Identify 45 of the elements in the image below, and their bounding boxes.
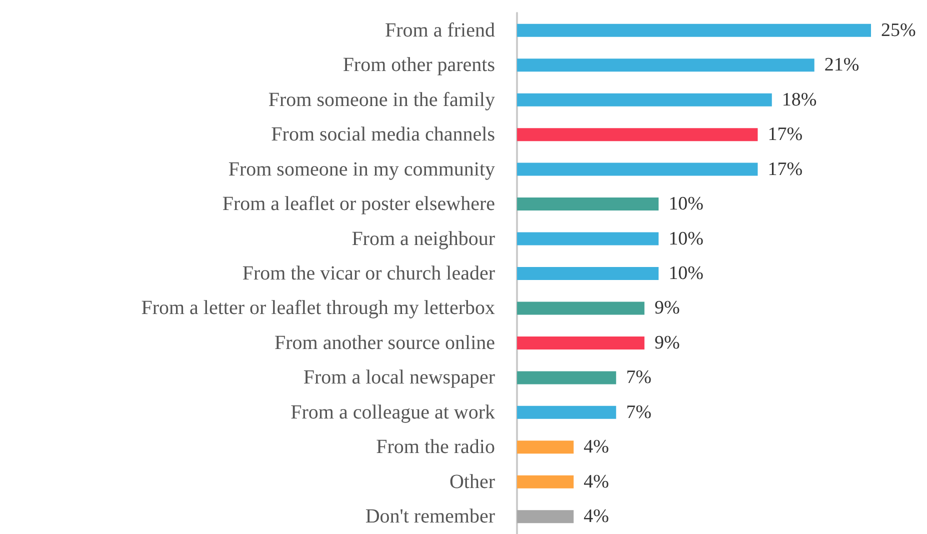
y-tick-label: From a local newspaper xyxy=(303,366,496,389)
y-tick-label: From someone in the family xyxy=(268,88,495,111)
bar xyxy=(517,93,772,106)
bar xyxy=(517,371,616,384)
y-tick-label: Don't remember xyxy=(365,506,496,528)
y-tick-label: From the radio xyxy=(376,436,495,458)
bar xyxy=(517,510,574,524)
y-tick-label: From a leaflet or poster elsewhere xyxy=(222,193,496,216)
y-tick-label: From social media channels xyxy=(271,124,496,146)
data-label: 4% xyxy=(584,436,610,458)
y-tick-label: From the vicar or church leader xyxy=(242,262,496,284)
data-label: 17% xyxy=(768,124,803,146)
y-tick-label: From someone in my community xyxy=(228,158,495,180)
data-label: 10% xyxy=(668,228,704,250)
bar xyxy=(517,128,758,142)
bar xyxy=(517,267,659,280)
data-label: 7% xyxy=(626,367,652,388)
bar xyxy=(517,302,644,315)
data-label: 7% xyxy=(626,402,652,423)
bar xyxy=(517,24,871,37)
data-label: 10% xyxy=(668,194,704,215)
data-label: 9% xyxy=(654,298,680,319)
y-tick-label: From another source online xyxy=(274,332,496,354)
y-tick-label: From a neighbour xyxy=(352,228,496,250)
y-tick-label: From other parents xyxy=(342,54,496,76)
y-tick-label: From a letter or leaflet through my letterbox xyxy=(141,297,495,320)
data-label: 9% xyxy=(654,332,680,354)
bar xyxy=(517,162,758,176)
data-label: 17% xyxy=(768,158,803,180)
y-tick-label: From a friend xyxy=(385,19,495,42)
data-label: 4% xyxy=(584,506,610,528)
y-tick-label: Other xyxy=(449,470,496,493)
bar xyxy=(517,58,814,72)
data-label: 4% xyxy=(584,471,610,492)
bar xyxy=(517,336,644,350)
data-label: 18% xyxy=(782,89,817,110)
y-tick-label: From a colleague at work xyxy=(290,401,495,424)
bar xyxy=(517,232,659,246)
bar xyxy=(517,475,574,488)
data-label: 25% xyxy=(881,20,916,41)
data-label: 21% xyxy=(824,54,860,76)
bar xyxy=(517,198,659,211)
bar xyxy=(517,440,574,454)
data-label: 10% xyxy=(668,263,704,284)
bar xyxy=(517,406,616,419)
